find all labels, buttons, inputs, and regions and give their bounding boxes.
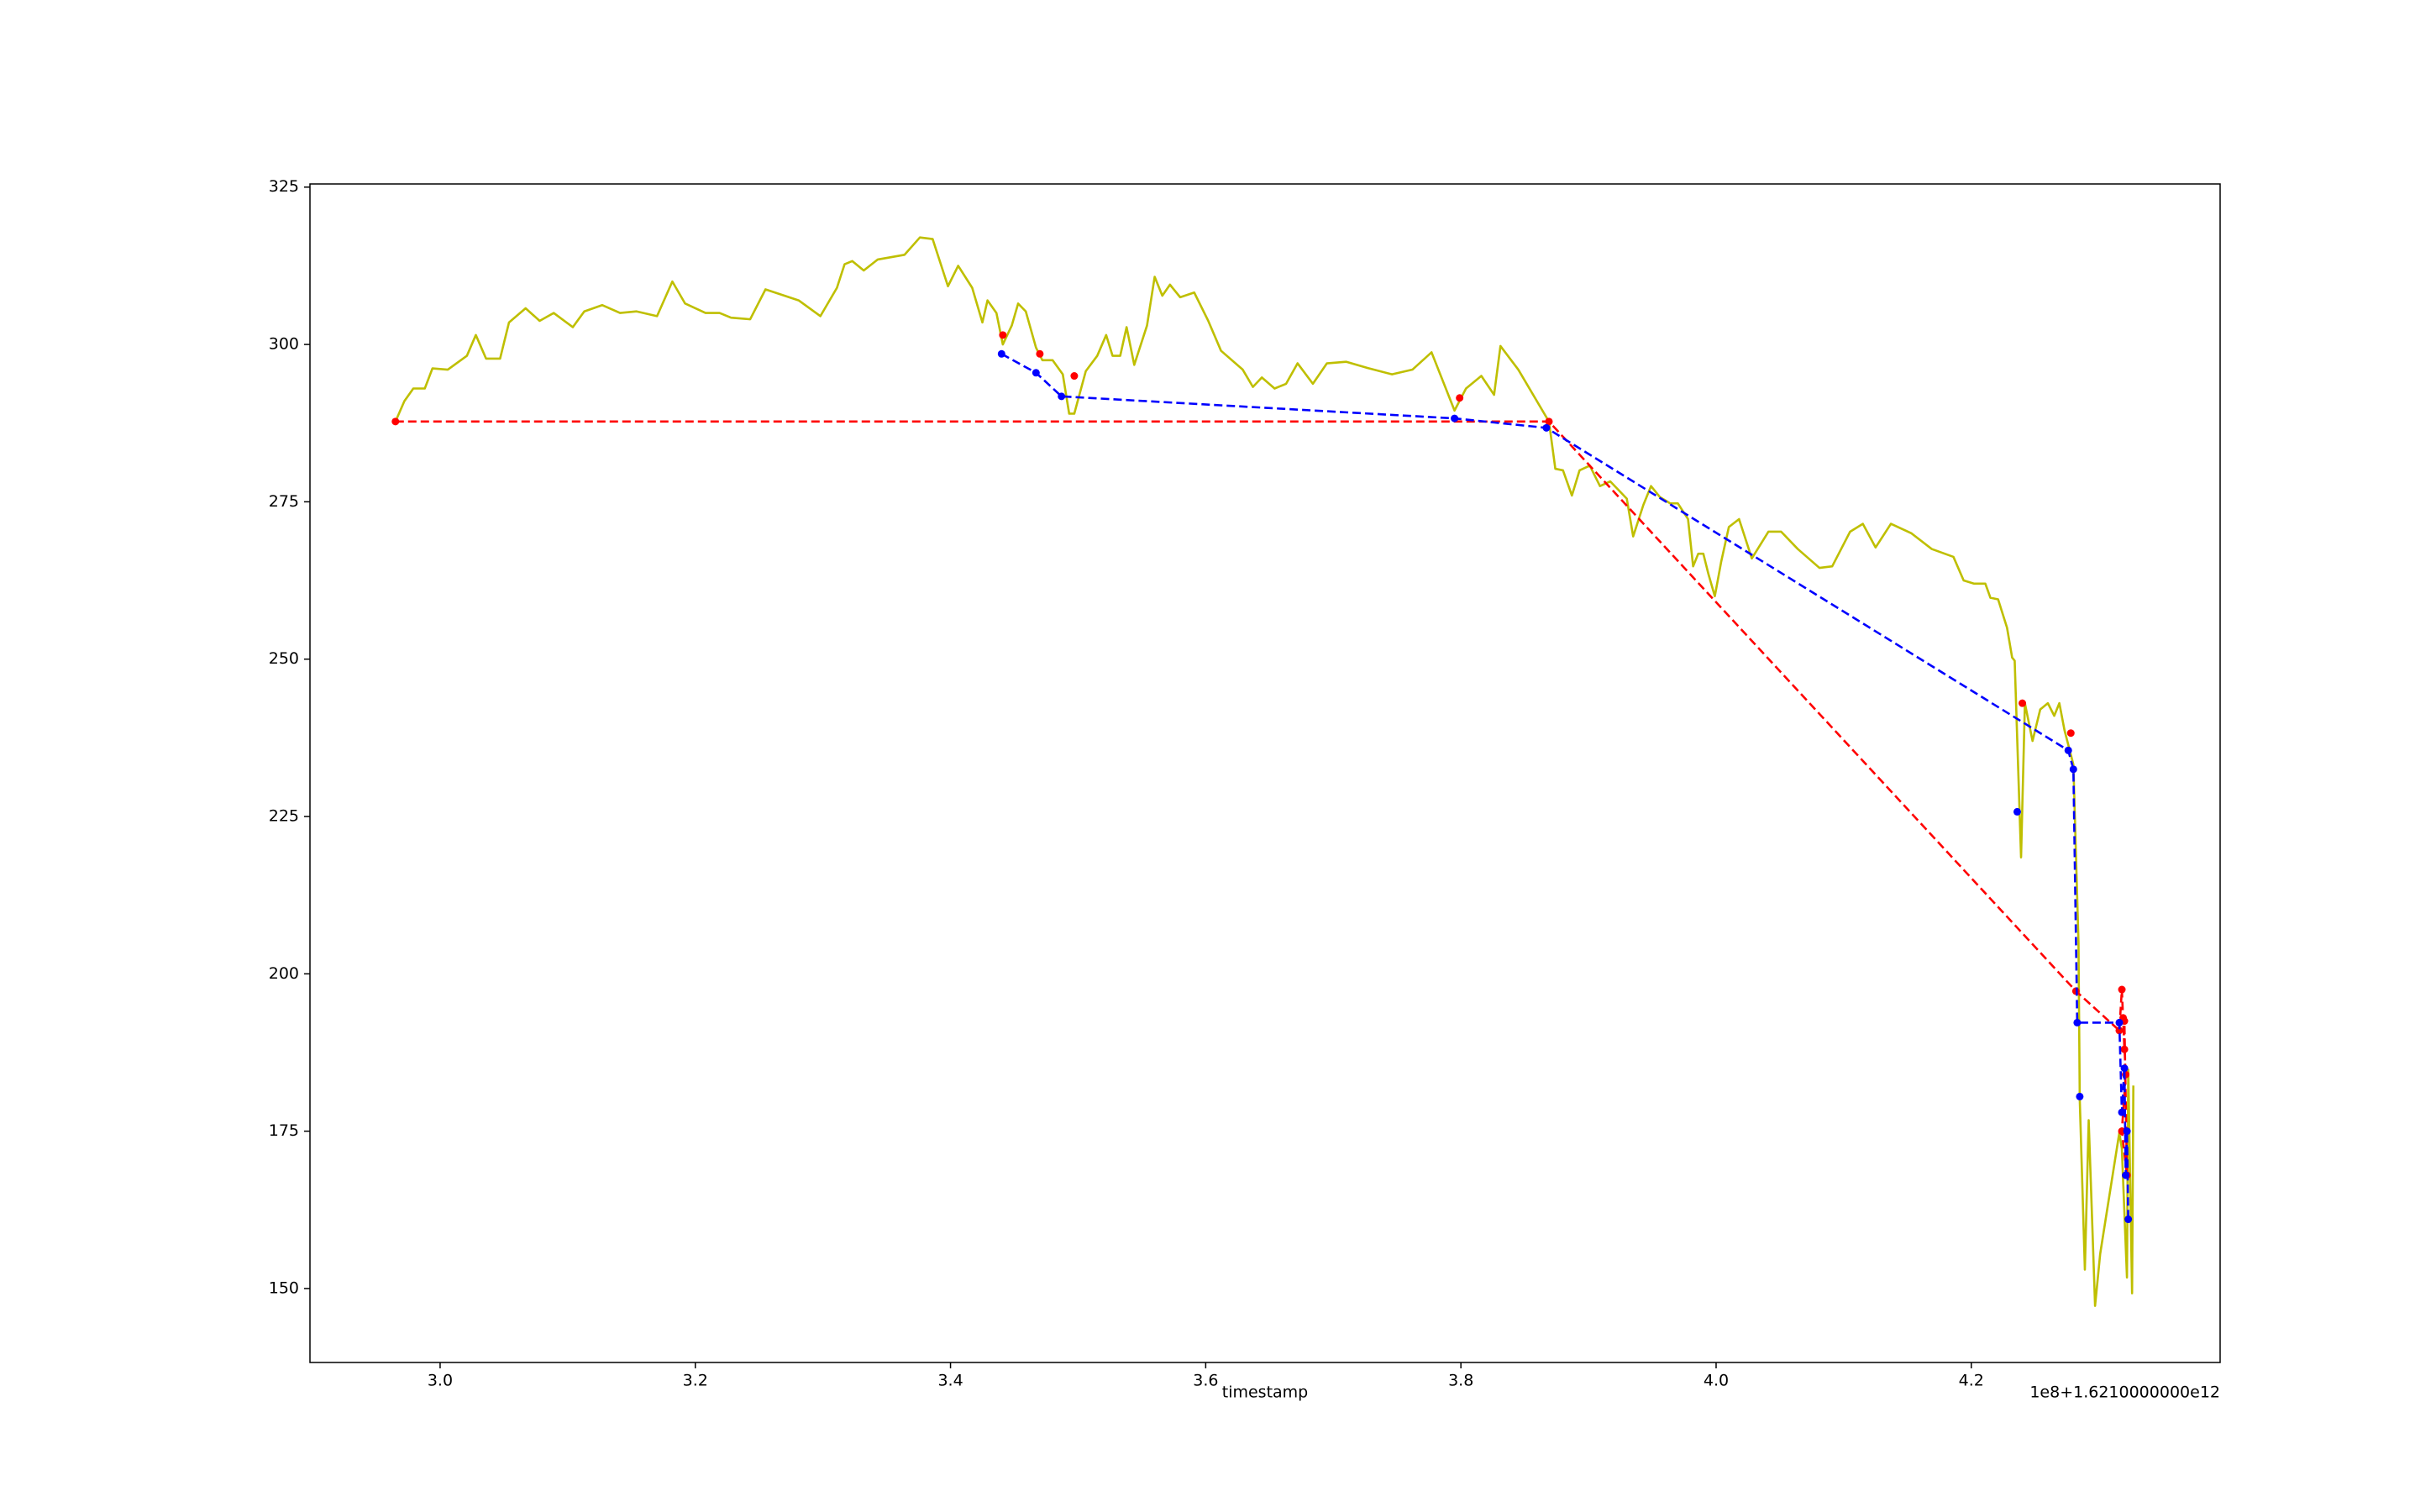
- data-point: [2122, 1171, 2130, 1179]
- data-point: [2013, 807, 2021, 816]
- x-tick-label: 3.0: [428, 1372, 453, 1390]
- data-point: [2073, 1018, 2082, 1026]
- data-point: [391, 417, 400, 426]
- data-point: [1032, 369, 1040, 377]
- series-line: [1000, 353, 2129, 1220]
- data-point: [1542, 423, 1551, 432]
- data-point: [2115, 1018, 2124, 1026]
- data-point: [2118, 985, 2126, 994]
- data-point: [1036, 349, 1044, 358]
- x-tick-label: 3.4: [937, 1372, 963, 1390]
- y-tick-label: 150: [269, 1278, 299, 1297]
- x-tick-label: 4.0: [1704, 1372, 1729, 1390]
- x-tick-label: 4.2: [1959, 1372, 1984, 1390]
- data-point: [2115, 1026, 2124, 1035]
- series-line: [395, 420, 2129, 1177]
- data-point: [1545, 417, 1553, 426]
- x-offset-label: 1e8+1.6210000000e12: [2029, 1383, 2220, 1402]
- y-tick-label: 225: [269, 807, 299, 826]
- data-point: [2118, 1108, 2126, 1116]
- data-point: [1451, 414, 1459, 423]
- x-tick-label: 3.8: [1448, 1372, 1473, 1390]
- y-tick-label: 200: [269, 964, 299, 983]
- y-tick-label: 275: [269, 492, 299, 511]
- x-tick-label: 3.6: [1193, 1372, 1218, 1390]
- x-tick-label: 3.2: [683, 1372, 708, 1390]
- data-point: [2019, 699, 2027, 707]
- data-point: [1456, 394, 1464, 402]
- data-point: [2123, 1127, 2131, 1136]
- y-tick-label: 250: [269, 649, 299, 668]
- data-point: [1058, 392, 1066, 401]
- data-point: [997, 349, 1005, 358]
- data-point: [2120, 1064, 2129, 1073]
- data-point: [2120, 1045, 2129, 1053]
- series-line: [394, 236, 2135, 1307]
- data-point: [999, 331, 1007, 339]
- plot-frame: [309, 183, 2221, 1363]
- data-point: [2066, 729, 2075, 738]
- y-tick-label: 175: [269, 1121, 299, 1140]
- data-point: [2076, 1092, 2084, 1100]
- y-tick-label: 325: [269, 177, 299, 196]
- data-point: [2124, 1215, 2133, 1224]
- x-axis-label: timestamp: [1222, 1383, 1309, 1402]
- data-point: [1070, 372, 1079, 381]
- data-point: [2069, 765, 2077, 774]
- y-tick-label: 300: [269, 335, 299, 354]
- data-point: [2064, 746, 2072, 754]
